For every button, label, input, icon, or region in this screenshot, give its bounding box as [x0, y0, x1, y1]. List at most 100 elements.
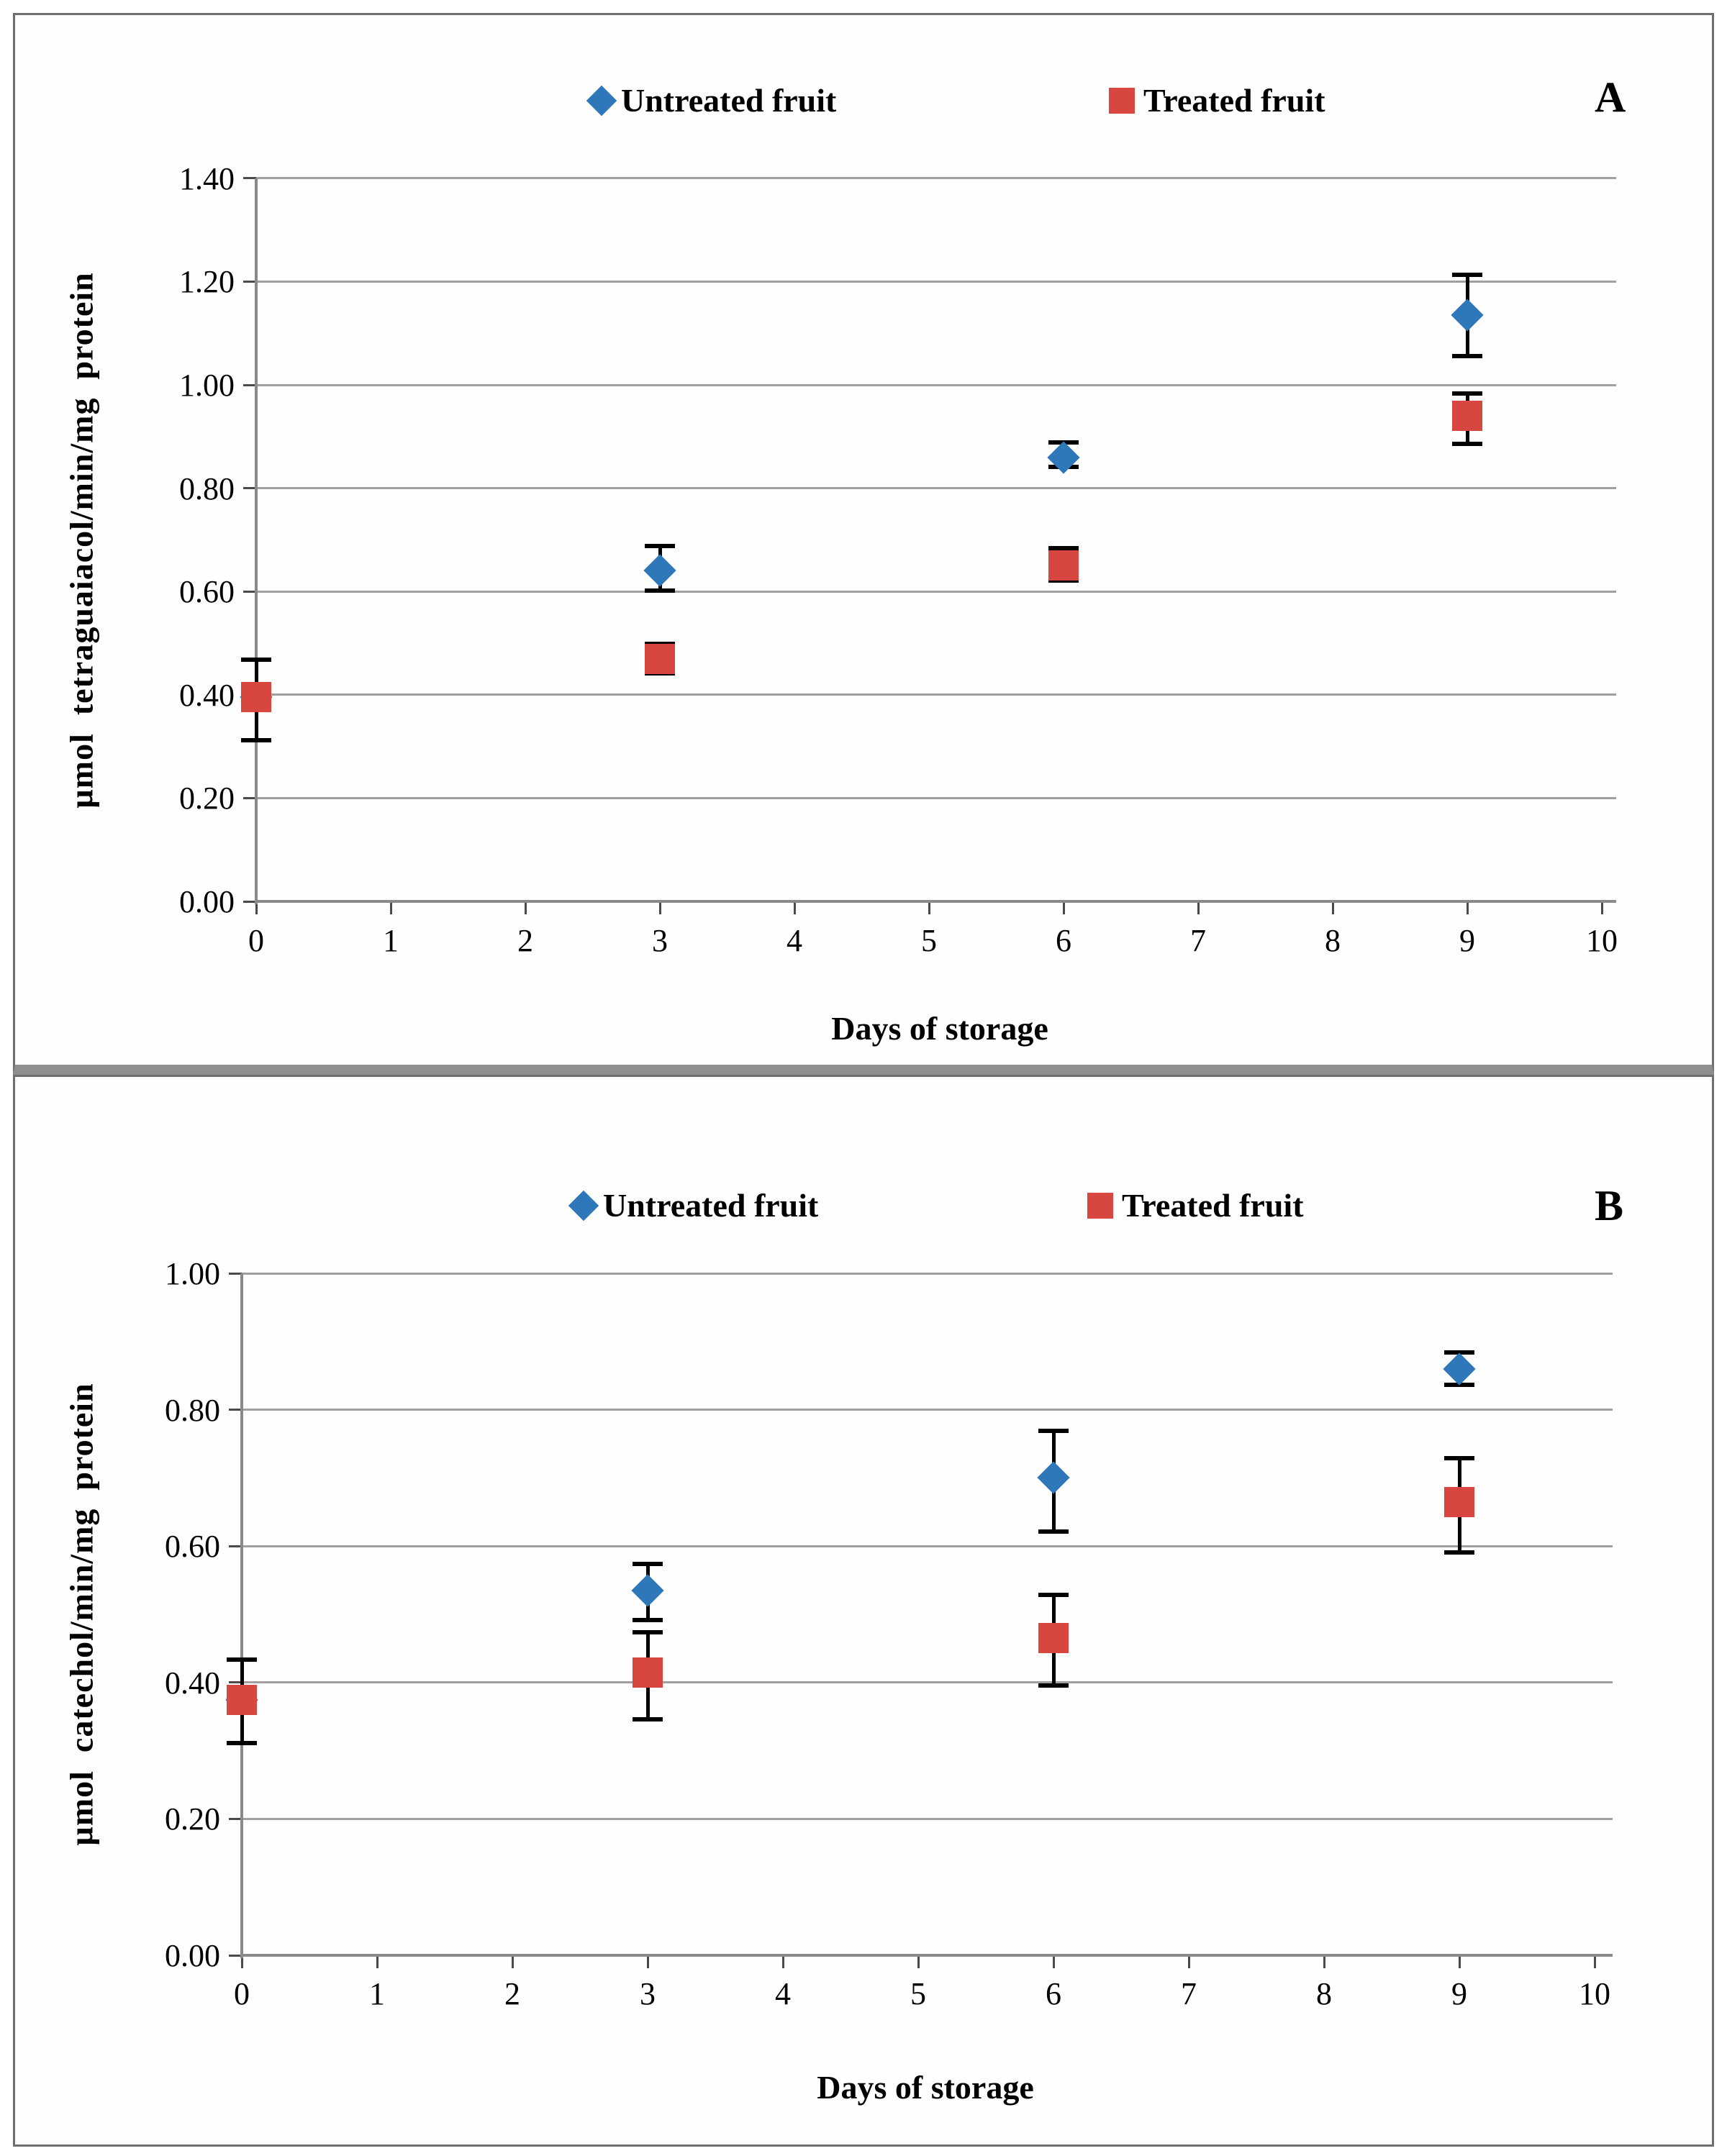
- legend-untreated-label: Untreated fruit: [603, 1187, 819, 1224]
- x-axis-title-b: Days of storage: [817, 2069, 1034, 2106]
- y-tick-mark: [229, 1954, 242, 1957]
- y-axis-line: [240, 1273, 243, 1958]
- y-tick-mark: [229, 1817, 242, 1820]
- error-bar-cap-top: [227, 1657, 257, 1662]
- y-tick-label: 0.40: [179, 677, 235, 713]
- error-bar-cap-bottom: [633, 1716, 663, 1721]
- x-tick-label: 7: [1181, 1976, 1197, 2011]
- x-tick-mark: [524, 901, 527, 914]
- x-tick-mark: [1458, 1955, 1461, 1968]
- x-tick-mark: [511, 1955, 514, 1968]
- legend-item-untreated: Untreated fruit: [568, 1186, 819, 1224]
- data-point-square: [1038, 1623, 1069, 1654]
- x-axis-line: [242, 1954, 1613, 1957]
- data-point-diamond: [631, 1574, 664, 1607]
- error-bar-cap-top: [633, 1561, 663, 1566]
- y-tick-label: 1.00: [179, 368, 235, 403]
- error-bar-cap-top: [633, 1629, 663, 1634]
- y-tick-label: 0.60: [165, 1529, 220, 1565]
- error-bar-cap-bottom: [1038, 1529, 1069, 1534]
- y-tick-mark: [229, 1272, 242, 1275]
- x-tick-mark: [1197, 901, 1200, 914]
- h-gridline: [242, 1409, 1613, 1411]
- x-tick-mark: [1600, 901, 1603, 914]
- data-point-square: [1048, 550, 1079, 581]
- y-tick-mark: [243, 383, 256, 386]
- x-tick-mark: [1466, 901, 1469, 914]
- y-tick-mark: [243, 487, 256, 490]
- h-gridline: [242, 1681, 1613, 1684]
- data-point-square: [227, 1684, 257, 1715]
- x-tick-label: 1: [383, 923, 399, 958]
- y-axis-title-b: µmol catechol/min/mg protein: [63, 1383, 100, 1846]
- x-tick-label: 0: [248, 923, 264, 958]
- legend-untreated-label: Untreated fruit: [621, 82, 837, 119]
- data-point-square: [1444, 1486, 1474, 1517]
- y-tick-label: 0.40: [165, 1665, 220, 1701]
- x-tick-mark: [1331, 901, 1334, 914]
- panel-letter-a: A: [1595, 73, 1626, 121]
- x-tick-label: 10: [1586, 923, 1618, 958]
- x-tick-label: 8: [1316, 1976, 1332, 2011]
- x-axis-line: [256, 900, 1616, 903]
- x-tick-mark: [1062, 901, 1065, 914]
- h-gridline: [256, 177, 1616, 180]
- y-tick-mark: [243, 900, 256, 903]
- error-bar-cap-top: [1452, 272, 1482, 277]
- x-tick-mark: [793, 901, 796, 914]
- treated-square-icon: [1109, 87, 1135, 114]
- x-tick-label: 8: [1325, 923, 1341, 958]
- y-tick-mark: [243, 796, 256, 799]
- x-tick-mark: [646, 1955, 649, 1968]
- y-tick-label: 0.60: [179, 574, 235, 610]
- y-tick-mark: [243, 280, 256, 283]
- y-axis-title-a: µmol tetraguaiacol/min/mg protein: [63, 272, 100, 809]
- y-tick-label: 0.20: [165, 1801, 220, 1837]
- plot-area-a: Untreated fruit Treated fruit A µmol tet…: [15, 15, 1712, 1065]
- untreated-diamond-icon: [568, 1190, 599, 1221]
- data-point-diamond: [1037, 1461, 1070, 1495]
- x-tick-mark: [917, 1955, 920, 1968]
- x-tick-label: 4: [775, 1976, 791, 2011]
- y-axis-line: [255, 178, 258, 904]
- data-point-square: [241, 682, 271, 713]
- legend-item-treated: Treated fruit: [1087, 1186, 1304, 1224]
- x-tick-mark: [1323, 1955, 1325, 1968]
- error-bar-cap-top: [1444, 1350, 1474, 1355]
- data-point-square: [1452, 401, 1482, 432]
- y-tick-label: 0.20: [179, 781, 235, 817]
- legend-item-untreated: Untreated fruit: [586, 81, 837, 119]
- y-tick-mark: [243, 590, 256, 593]
- y-tick-label: 0.80: [179, 470, 235, 506]
- x-tick-label: 6: [1056, 923, 1071, 958]
- error-bar-cap-top: [645, 543, 675, 548]
- error-bar-cap-bottom: [633, 1618, 663, 1623]
- data-point-square: [633, 1657, 663, 1688]
- x-tick-label: 4: [787, 923, 802, 958]
- error-bar-cap-top: [1048, 546, 1079, 551]
- x-tick-label: 1: [369, 1976, 385, 2011]
- h-gridline: [256, 693, 1616, 696]
- treated-square-icon: [1087, 1192, 1113, 1219]
- y-tick-mark: [229, 1545, 242, 1547]
- error-bar-cap-bottom: [1452, 353, 1482, 358]
- y-tick-label: 0.00: [165, 1938, 220, 1973]
- data-point-diamond: [1451, 299, 1484, 332]
- x-tick-mark: [389, 901, 392, 914]
- x-tick-label: 3: [640, 1976, 656, 2011]
- error-bar-cap-top: [1038, 1592, 1069, 1597]
- h-gridline: [242, 1545, 1613, 1547]
- y-tick-mark: [229, 1409, 242, 1411]
- x-tick-label: 2: [504, 1976, 520, 2011]
- plot-area-b: Untreated fruit Treated fruit B µmol cat…: [15, 1077, 1712, 2144]
- legend-item-treated: Treated fruit: [1109, 81, 1325, 119]
- data-point-diamond: [1443, 1352, 1476, 1386]
- x-tick-mark: [376, 1955, 379, 1968]
- h-gridline: [256, 590, 1616, 593]
- error-bar-cap-bottom: [645, 588, 675, 593]
- x-tick-label: 0: [234, 1976, 250, 2011]
- error-bar-cap-bottom: [1452, 441, 1482, 446]
- chart-panel-a: Untreated fruit Treated fruit A µmol tet…: [13, 13, 1714, 1075]
- x-tick-label: 6: [1046, 1976, 1061, 2011]
- error-bar-cap-bottom: [241, 738, 271, 743]
